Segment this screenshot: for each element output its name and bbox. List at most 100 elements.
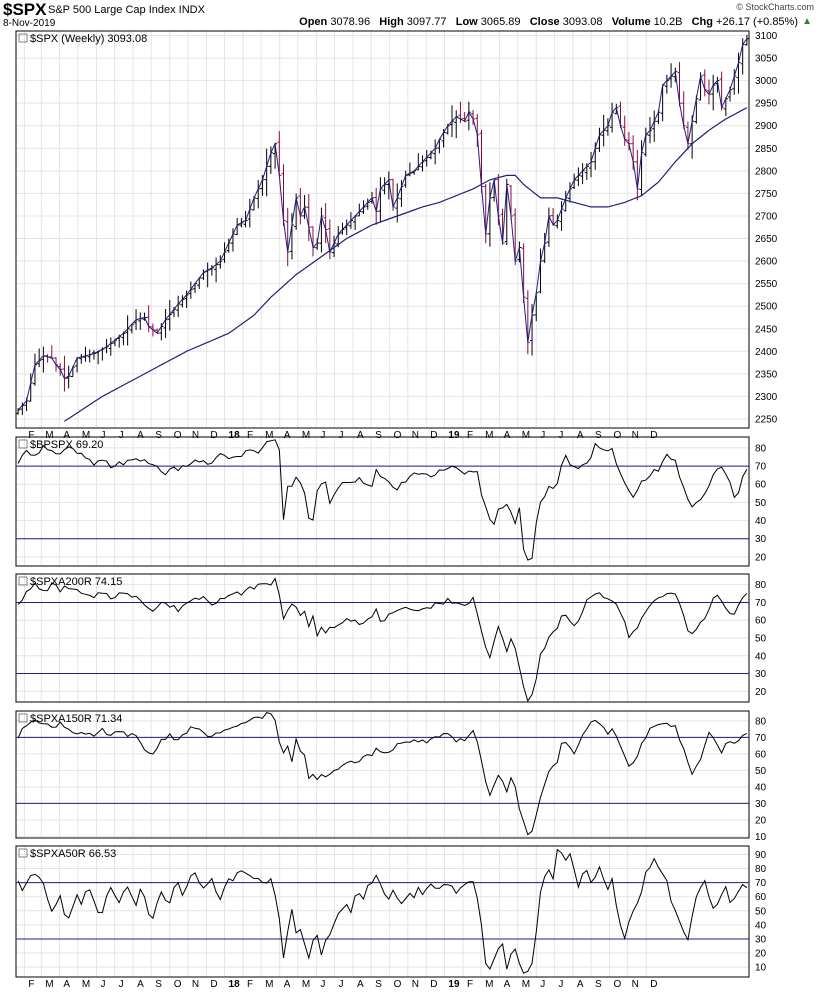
panel-frame [15, 436, 750, 567]
y-tick-label: 60 [755, 892, 767, 903]
x-tick-label: J [119, 430, 124, 441]
ohlc-bar [163, 308, 168, 338]
x-tick-label: F [28, 979, 34, 990]
x-tick-label: O [614, 979, 622, 990]
close-line [17, 38, 748, 411]
panel-frame [15, 30, 750, 429]
x-tick-label: A [577, 979, 584, 990]
x-tick-label: M [302, 979, 310, 990]
indicator-line [17, 848, 748, 974]
panel-label: $SPX (Weekly) 3093.08 [30, 33, 147, 45]
ohlc-bar [711, 74, 716, 111]
close-value: 3093.08 [562, 16, 603, 28]
x-tick-label: M [265, 430, 273, 441]
grid-2 [16, 574, 749, 702]
ohlc-bar [167, 300, 172, 331]
x-tick-label: D [650, 430, 657, 441]
y-tick-label: 50 [755, 906, 767, 917]
x-tick-label: 19 [448, 979, 460, 990]
y-tick-label: 2600 [755, 257, 778, 268]
x-tick-label: D [210, 430, 217, 441]
chg-label: Chg [691, 16, 713, 28]
x-tick-label: O [394, 430, 402, 441]
ohlc-bar [344, 219, 349, 236]
x-tick-label: D [650, 979, 657, 990]
stockcharts-logo[interactable]: © StockCharts.com [736, 2, 814, 12]
ohlc-bar [319, 207, 324, 253]
y-tick-label: 2500 [755, 302, 778, 313]
y-tick-label: 70 [755, 733, 767, 744]
close-label: Close [529, 16, 560, 28]
y-tick-label: 70 [755, 462, 767, 473]
panel-frame [15, 845, 750, 978]
x-tick-label: F [467, 430, 473, 441]
chart-header: $SPX S&P 500 Large Cap Index INDX 8-Nov-… [0, 0, 820, 32]
ohlc-bar [108, 337, 113, 356]
x-tick-label: F [28, 430, 34, 441]
ohlc-bar [277, 131, 282, 176]
panel-toggle-icon [18, 439, 28, 449]
volume-value: 10.2B [653, 16, 683, 28]
x-tick-label: N [412, 979, 419, 990]
x-tick-label: F [247, 430, 253, 441]
y-tick-label: 60 [755, 749, 767, 760]
panel-label: $BPSPX 69.20 [30, 439, 103, 451]
panel-toggle-icon [18, 713, 28, 723]
ohlc-bar [285, 207, 290, 267]
ohlc-bar [138, 312, 143, 330]
y-tick-label: 90 [755, 850, 767, 861]
x-tick-label: M [302, 430, 310, 441]
panel-2: 20 30 40 50 60 70 80 $SPXA200R 74.15 [15, 573, 767, 703]
x-tick-label: A [137, 979, 144, 990]
x-tick-label: M [522, 430, 530, 441]
ohlc-bar [525, 290, 530, 355]
y-tick-label: 2450 [755, 324, 778, 335]
y-tick-label: 20 [755, 687, 767, 698]
x-tick-label: J [540, 979, 545, 990]
y-tick-label: 20 [755, 815, 767, 826]
y-tick-label: 2550 [755, 279, 778, 290]
y-tick-label: 80 [755, 443, 767, 454]
x-tick-label: D [210, 979, 217, 990]
x-tick-label: M [522, 979, 530, 990]
x-tick-label: 18 [229, 979, 241, 990]
x-tick-label: J [119, 979, 124, 990]
ohlc-bar [580, 163, 585, 185]
x-tick-label: J [338, 979, 343, 990]
y-tick-label: 40 [755, 782, 767, 793]
ohlc-bar [378, 177, 383, 222]
x-tick-label: M [485, 430, 493, 441]
y-tick-label: 80 [755, 716, 767, 727]
y-tick-label: 3100 [755, 31, 778, 42]
ohlc-bar [534, 292, 539, 322]
up-arrow-icon: ▲ [802, 16, 812, 27]
x-tick-label: A [284, 979, 291, 990]
x-tick-label: A [63, 979, 70, 990]
x-tick-label: J [558, 430, 563, 441]
ohlc-bar [41, 346, 46, 373]
x-tick-label: N [192, 979, 199, 990]
y-tick-label: 70 [755, 598, 767, 609]
x-tick-label: S [155, 430, 162, 441]
x-tick-label: S [595, 979, 602, 990]
x-tick-label: O [174, 979, 182, 990]
x-tick-label: N [192, 430, 199, 441]
x-tick-label: S [375, 430, 382, 441]
ohlc-bar [235, 217, 240, 236]
x-tick-label: 18 [229, 430, 241, 441]
ohlc-bar [454, 110, 459, 139]
y-tick-label: 40 [755, 516, 767, 527]
ohlc-bar [593, 142, 598, 170]
x-tick-label: M [82, 979, 90, 990]
x-tick-label: F [467, 979, 473, 990]
ohlc-bar [386, 171, 391, 200]
ohlc-bar [530, 304, 535, 356]
x-tick-label: A [137, 430, 144, 441]
x-tick-label: M [82, 430, 90, 441]
y-tick-label: 50 [755, 498, 767, 509]
y-tick-label: 30 [755, 934, 767, 945]
chart-date: 8-Nov-2019 [3, 18, 56, 29]
y-tick-label: 2350 [755, 369, 778, 380]
x-tick-label: J [320, 979, 325, 990]
panel-toggle-icon [18, 576, 28, 586]
